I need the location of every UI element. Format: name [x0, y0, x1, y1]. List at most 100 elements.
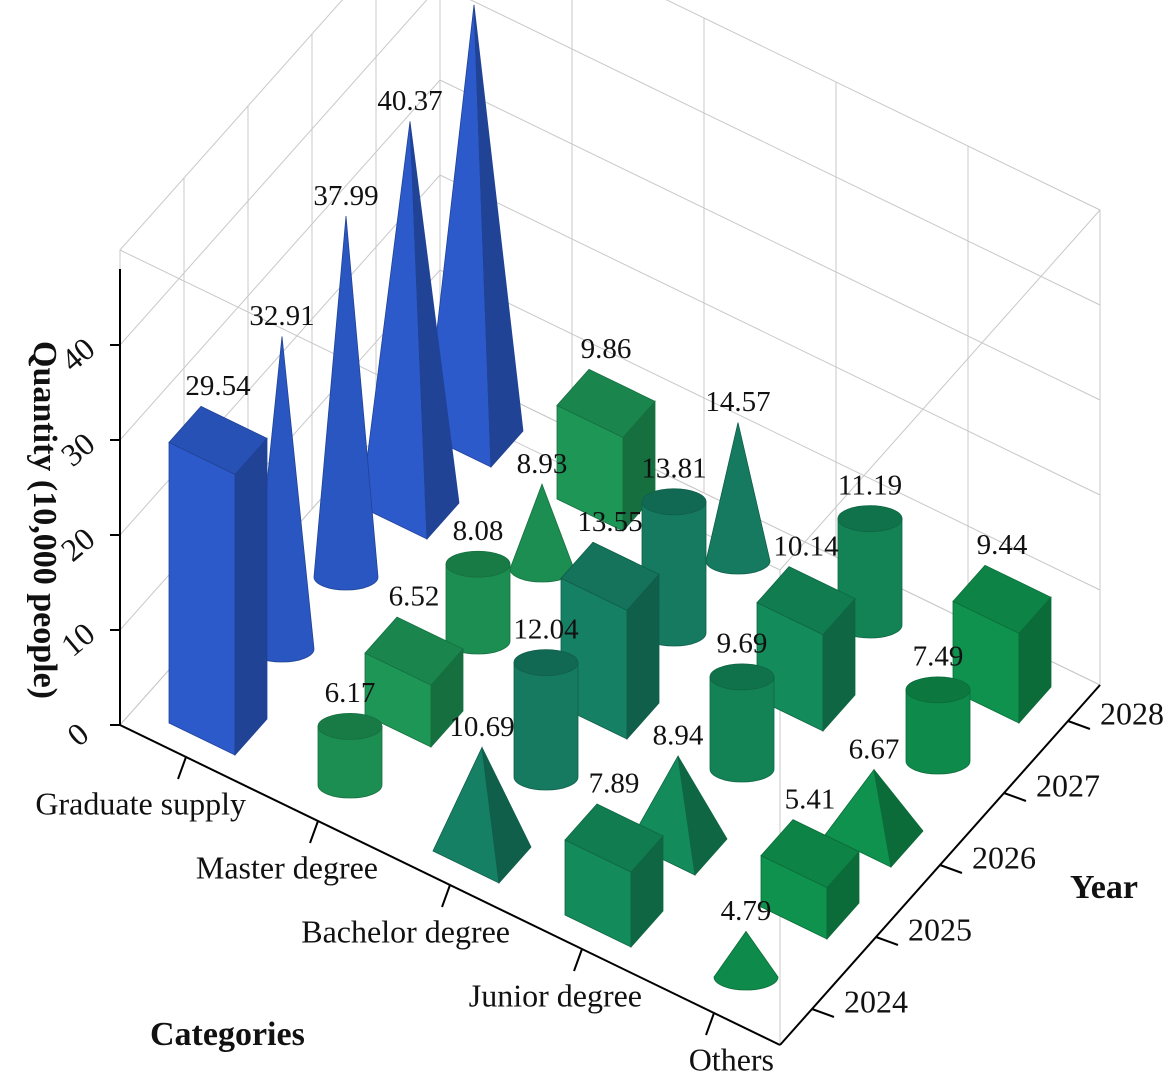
grid-line	[119, 79, 1101, 441]
value-label: 11.19	[838, 469, 902, 501]
y-tick-label: 2028	[1100, 695, 1164, 731]
value-label: 7.49	[913, 641, 964, 673]
bar	[709, 663, 775, 783]
bar-face	[168, 441, 236, 756]
bar-face	[234, 437, 268, 757]
bar-face	[952, 564, 1052, 634]
bar	[313, 216, 379, 591]
value-label: 13.55	[577, 506, 642, 538]
bar	[713, 930, 779, 991]
bar-face	[473, 4, 524, 469]
value-label: 9.86	[581, 333, 632, 365]
bar	[168, 405, 268, 757]
value-label: 9.44	[977, 529, 1028, 561]
value-label: 45.06	[441, 0, 506, 1]
y-tick	[1067, 720, 1091, 730]
bar-face	[709, 663, 775, 691]
z-tick-label: 0	[60, 715, 95, 753]
value-label: 37.99	[313, 180, 378, 212]
y-tick-label: 2026	[972, 839, 1036, 875]
bar-face	[168, 405, 268, 475]
bar	[756, 566, 856, 733]
bar-face	[313, 216, 379, 591]
z-axis-title: Quantity (10,000 people)	[26, 341, 63, 699]
bar-face	[873, 769, 924, 868]
x-tick-label: Bachelor degree	[301, 913, 510, 949]
bar-face	[641, 488, 707, 516]
bar-face	[364, 616, 464, 686]
y-tick	[811, 1008, 835, 1018]
bar	[317, 712, 383, 799]
value-label: 29.54	[185, 370, 251, 402]
y-axis-title: Year	[1070, 869, 1138, 906]
value-label: 8.08	[453, 515, 504, 547]
x-tick	[573, 948, 583, 972]
grid-line	[119, 174, 1101, 536]
value-label: 12.04	[513, 613, 579, 645]
x-tick-label: Junior degree	[469, 977, 642, 1013]
bar	[360, 121, 460, 541]
value-label: 40.37	[377, 85, 442, 117]
bar-face	[317, 712, 383, 740]
y-tick	[875, 936, 899, 946]
bar-face	[713, 930, 779, 991]
bar	[556, 368, 656, 533]
bar-face	[513, 662, 579, 791]
x-tick-label: Graduate supply	[35, 785, 246, 821]
bar	[760, 819, 860, 941]
y-tick	[1003, 792, 1027, 802]
y-tick-label: 2027	[1036, 767, 1100, 803]
value-label: 6.52	[389, 581, 440, 613]
bar-face	[709, 676, 775, 783]
bar-face	[760, 819, 860, 889]
bar-face	[705, 422, 771, 575]
bar-face	[905, 676, 971, 704]
bar	[824, 768, 924, 868]
value-label: 8.93	[517, 448, 568, 480]
bar	[513, 649, 579, 791]
y-tick-label: 2025	[908, 911, 972, 947]
bar	[424, 4, 524, 469]
x-tick-label: Others	[689, 1041, 774, 1077]
value-label: 14.57	[705, 386, 770, 418]
x-axis-title: Categories	[150, 1016, 305, 1053]
bar	[445, 550, 511, 655]
x-tick	[309, 820, 319, 844]
x-tick	[177, 756, 187, 780]
y-tick	[939, 864, 963, 874]
bar	[905, 676, 971, 775]
bar	[432, 746, 532, 884]
value-label: 5.41	[785, 783, 836, 815]
bar-face	[837, 505, 903, 533]
bar-face	[445, 563, 511, 655]
bar-face	[677, 755, 728, 876]
bar-face	[556, 368, 656, 438]
x-tick-label: Master degree	[196, 849, 378, 885]
x-tick	[441, 884, 451, 908]
bar-face	[409, 121, 460, 541]
value-label: 9.69	[717, 628, 768, 660]
value-label: 8.94	[653, 720, 704, 752]
value-label: 10.14	[773, 530, 839, 562]
value-label: 6.67	[849, 733, 900, 765]
bar	[705, 422, 771, 575]
value-label: 10.69	[449, 711, 514, 743]
bar-face	[445, 550, 511, 578]
value-label: 7.89	[589, 768, 640, 800]
bar-face	[905, 689, 971, 775]
value-label: 6.17	[325, 677, 376, 709]
x-tick	[705, 1012, 715, 1036]
bar-face	[317, 725, 383, 799]
bar	[364, 616, 464, 749]
grid-line	[119, 0, 1101, 346]
bar-face	[481, 747, 532, 884]
bar-face	[560, 541, 660, 611]
bar-face	[513, 649, 579, 677]
value-label: 32.91	[249, 300, 314, 332]
bar-face	[564, 803, 664, 873]
value-label: 13.81	[641, 452, 706, 484]
bar	[564, 803, 664, 949]
bar-face	[756, 566, 856, 636]
y-tick-label: 2024	[844, 983, 908, 1019]
